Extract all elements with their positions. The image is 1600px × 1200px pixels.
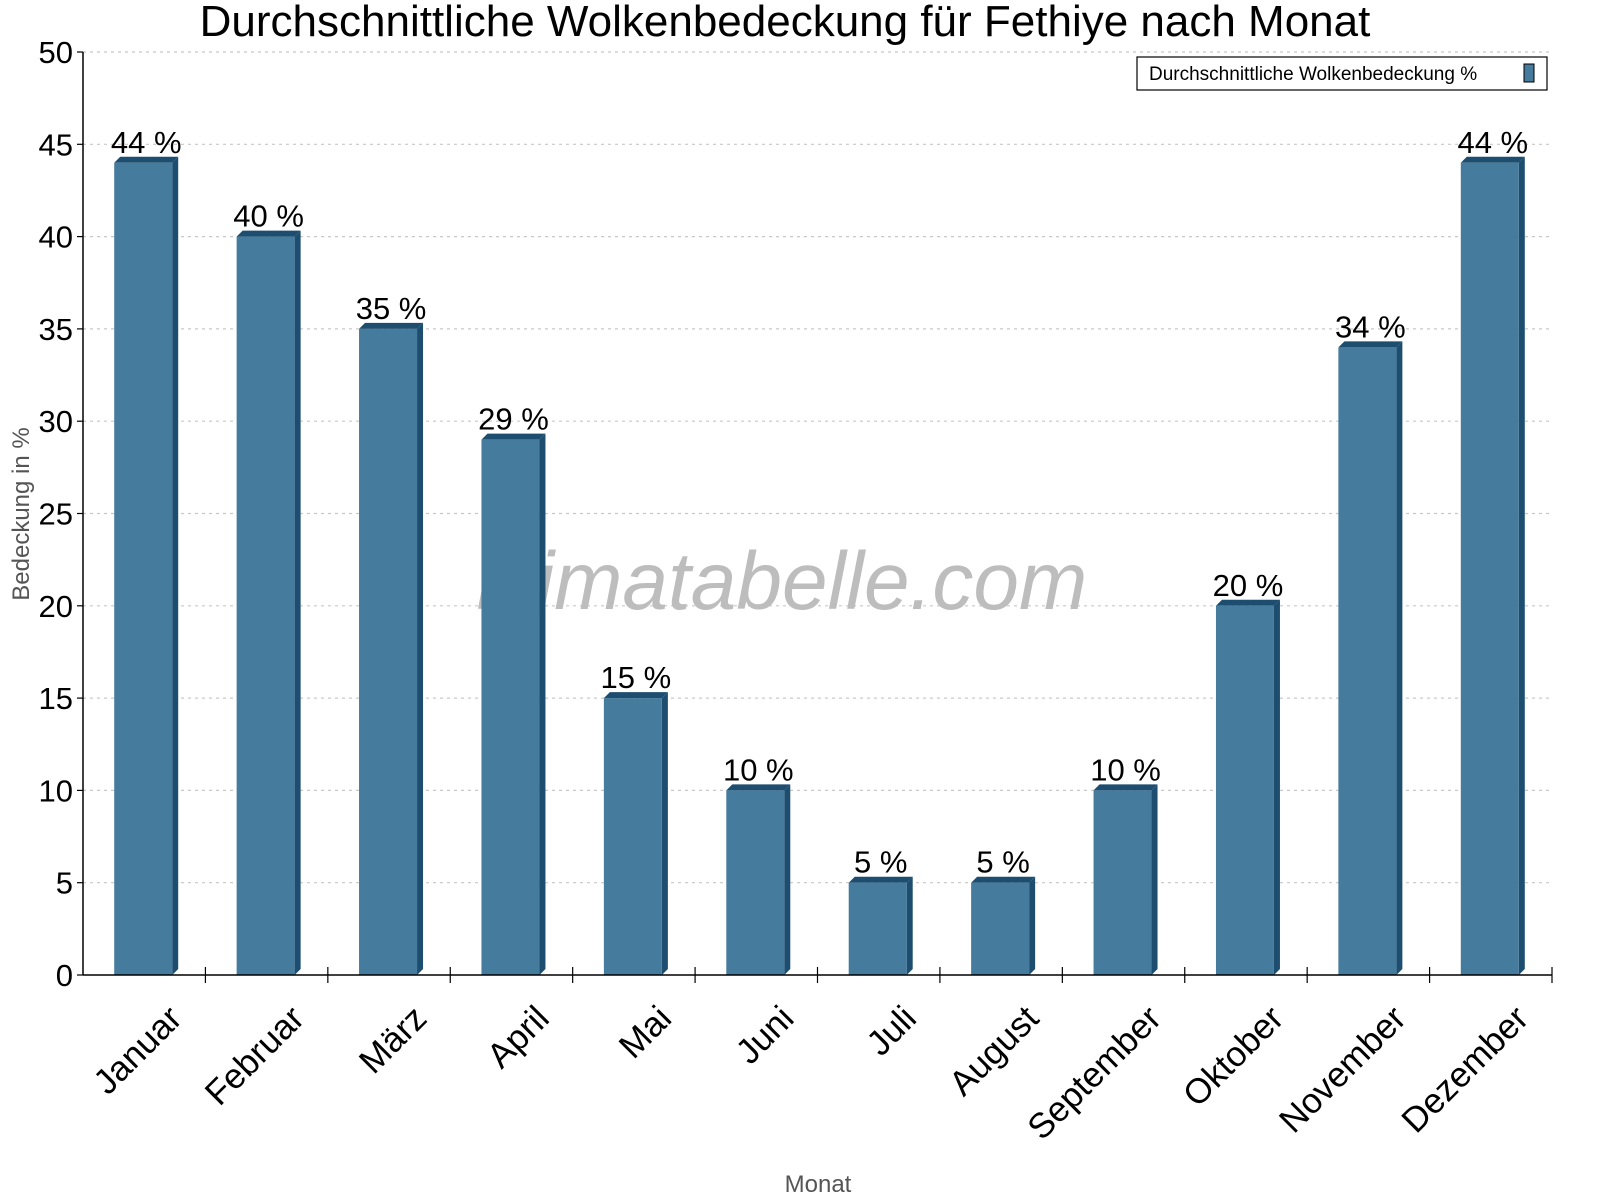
bar-side <box>784 784 791 975</box>
bar-front <box>359 328 418 975</box>
bar: 44 % <box>111 125 182 975</box>
bar: 40 % <box>233 199 304 976</box>
y-tick-label: 5 <box>56 866 73 901</box>
bar: 34 % <box>1335 309 1406 975</box>
legend-box <box>1136 56 1548 91</box>
y-axis-label: Bedeckung in % <box>8 427 35 600</box>
y-axis-ticks: 0 5 10 15 20 25 30 35 40 45 50 <box>39 35 83 993</box>
bar: 20 % <box>1213 568 1284 975</box>
y-tick-label: 0 <box>56 958 73 993</box>
x-tick-label: Juli <box>859 999 924 1064</box>
bar: 10 % <box>1090 752 1161 975</box>
bar: 29 % <box>478 402 549 975</box>
bar-front <box>1460 162 1519 975</box>
bar: 15 % <box>601 660 672 975</box>
data-label: 40 % <box>233 199 304 234</box>
bar: 5 % <box>848 845 913 975</box>
bar-top <box>359 322 424 329</box>
data-label: 44 % <box>1457 125 1528 160</box>
bar-top <box>848 876 913 883</box>
watermark: klimatabelle.com <box>477 536 1088 627</box>
y-tick-label: 20 <box>39 589 73 624</box>
x-tick-label: November <box>1272 998 1414 1140</box>
bar-side <box>1029 876 1036 975</box>
bar-front <box>971 882 1030 975</box>
data-label: 20 % <box>1213 568 1284 603</box>
bar-side <box>1396 341 1403 975</box>
bar-side <box>294 230 301 976</box>
bar-side <box>661 692 668 975</box>
bar: 44 % <box>1457 125 1528 975</box>
bar-side <box>417 322 424 975</box>
bar-top <box>1460 156 1525 163</box>
x-tick-label: Februar <box>198 998 312 1112</box>
x-axis-label: Monat <box>785 1171 852 1198</box>
x-tick-label: Januar <box>86 998 189 1101</box>
x-tick-label: September <box>1020 998 1169 1147</box>
y-tick-label: 35 <box>39 312 73 347</box>
bar-top <box>603 692 668 699</box>
bar-side <box>172 156 179 975</box>
bar: 35 % <box>356 291 427 975</box>
data-label: 35 % <box>356 291 427 326</box>
data-label: 15 % <box>601 660 672 695</box>
bar-front <box>726 790 785 975</box>
bar-front <box>236 236 295 976</box>
bar-front <box>603 698 662 975</box>
legend-label: Durchschnittliche Wolkenbedeckung % <box>1149 64 1477 85</box>
bar-front <box>1338 347 1397 975</box>
gridlines <box>83 51 1552 884</box>
bar: 5 % <box>971 845 1036 975</box>
bar-top <box>481 433 546 440</box>
bar-side <box>906 876 913 975</box>
data-label: 5 % <box>854 845 907 880</box>
x-tick-label: Mai <box>612 999 679 1066</box>
x-tick-label: März <box>352 999 435 1082</box>
x-tick-label: April <box>480 999 557 1076</box>
x-tick-label: August <box>942 998 1047 1103</box>
bar-front <box>114 162 173 975</box>
bar-side <box>539 433 546 975</box>
y-tick-label: 40 <box>39 220 73 255</box>
y-tick-label: 45 <box>39 127 73 162</box>
chart-title: Durchschnittliche Wolkenbedeckung für Fe… <box>200 0 1371 46</box>
x-tick-label: Oktober <box>1176 998 1292 1114</box>
y-tick-label: 15 <box>39 681 73 716</box>
y-tick-label: 25 <box>39 497 73 532</box>
data-label: 10 % <box>723 752 794 787</box>
bar-front <box>481 439 540 975</box>
x-tick-label: Juni <box>728 999 801 1072</box>
bar-top <box>236 230 301 237</box>
bar-side <box>1151 784 1158 975</box>
bar-front <box>848 882 907 975</box>
x-tick-label: Dezember <box>1394 998 1536 1140</box>
legend-swatch <box>1523 63 1535 83</box>
bar-front <box>1093 790 1152 975</box>
bar-top <box>726 784 791 791</box>
data-label: 5 % <box>976 845 1029 880</box>
y-tick-label: 50 <box>39 35 73 70</box>
bar-top <box>1338 341 1403 348</box>
y-tick-label: 30 <box>39 404 73 439</box>
bar-top <box>971 876 1036 883</box>
bar-top <box>114 156 179 163</box>
legend: Durchschnittliche Wolkenbedeckung % <box>1136 56 1548 91</box>
data-label: 10 % <box>1090 752 1161 787</box>
bar-top <box>1093 784 1158 791</box>
bars: 44 % 40 % 35 % 29 % 15 % 10 % 5 % 5 % 10 % 20 % 34… <box>111 125 1528 976</box>
y-tick-label: 10 <box>39 773 73 808</box>
bar-side <box>1273 599 1280 975</box>
data-label: 34 % <box>1335 309 1406 344</box>
bar-front <box>1215 605 1274 975</box>
bar-side <box>1518 156 1525 975</box>
data-label: 44 % <box>111 125 182 160</box>
bar: 10 % <box>723 752 794 975</box>
data-label: 29 % <box>478 402 549 437</box>
bar-top <box>1215 599 1280 606</box>
x-axis-ticks: Januar Februar März April Mai Juni Juli AugustS… <box>86 967 1553 1147</box>
